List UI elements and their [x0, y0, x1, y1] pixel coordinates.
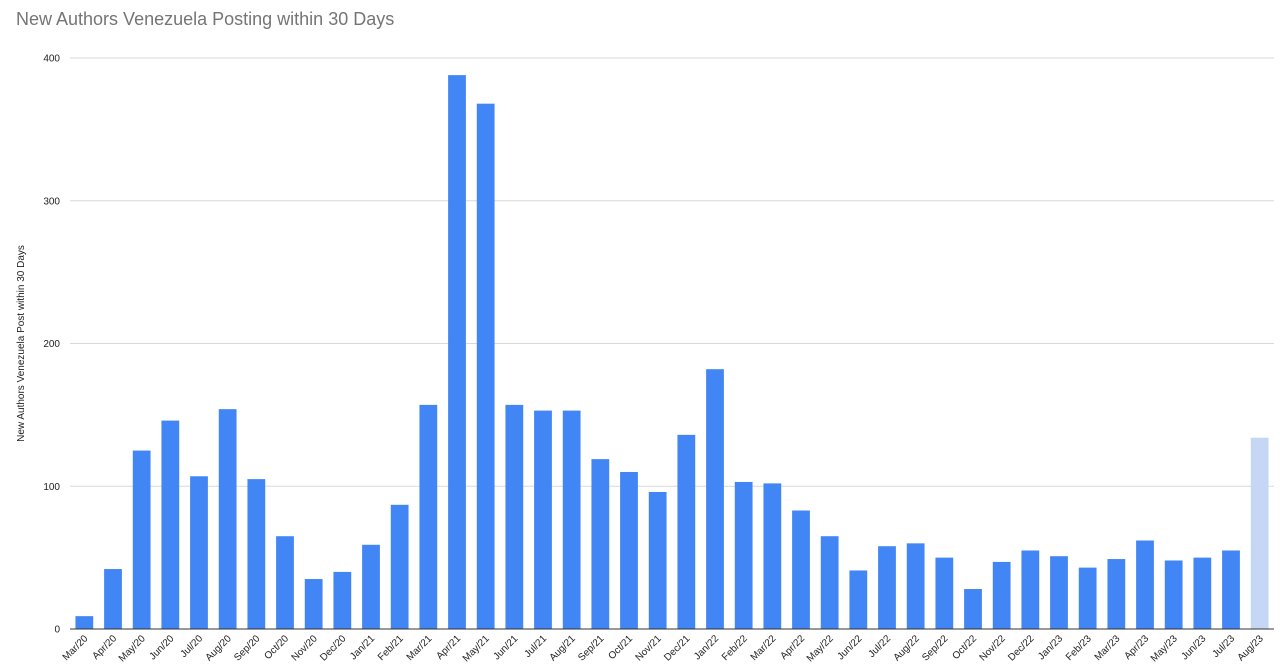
x-tick-label: Apr/23: [1123, 633, 1152, 662]
bar-mar-23: [1107, 559, 1126, 629]
x-tick-label: Jul/21: [522, 633, 549, 660]
x-tick-label: Mar/23: [1093, 633, 1123, 663]
bar-may-20: [132, 450, 151, 629]
x-tick-label: Oct/20: [263, 633, 292, 662]
y-axis-ticks: 0 100 200 300 400: [43, 54, 60, 636]
bar-apr-20: [104, 569, 122, 629]
x-tick-label: Feb/23: [1064, 633, 1094, 663]
bar-dec-20: [333, 571, 352, 629]
y-tick-label: 100: [43, 482, 60, 493]
x-tick-label: Jan/22: [692, 633, 721, 662]
x-tick-label: Jul/23: [1210, 633, 1237, 660]
x-tick-label: Oct/21: [607, 633, 636, 662]
x-tick-label: Oct/22: [951, 633, 980, 662]
bar-jan-22: [706, 369, 724, 629]
x-tick-label: Nov/21: [634, 633, 664, 663]
bar-oct-22: [964, 589, 982, 629]
x-tick-label: Feb/21: [376, 633, 406, 663]
x-tick-label: Aug/21: [548, 633, 578, 663]
bar-jun-22: [849, 570, 868, 629]
x-tick-label: May/20: [117, 633, 148, 664]
x-tick-label: Mar/21: [405, 633, 435, 663]
bar-dec-21: [677, 434, 696, 629]
bars: [75, 75, 1269, 630]
bar-jul-23: [1222, 550, 1240, 629]
x-tick-label: Dec/21: [662, 633, 692, 663]
bar-mar-22: [763, 483, 782, 629]
bar-dec-22: [1021, 550, 1040, 629]
bar-jan-21: [362, 544, 380, 629]
x-tick-label: Dec/20: [318, 633, 348, 663]
bar-sep-22: [935, 557, 954, 629]
x-tick-label: Aug/20: [204, 633, 234, 663]
x-tick-label: Jul/22: [866, 633, 893, 660]
x-tick-label: Jan/23: [1036, 633, 1065, 662]
x-tick-label: Aug/23: [1236, 633, 1266, 663]
y-axis-label: New Authors Venezuela Post within 30 Day…: [16, 245, 27, 442]
bar-aug-20: [218, 409, 237, 629]
x-tick-label: Dec/22: [1006, 633, 1036, 663]
x-tick-label: Sep/22: [920, 633, 950, 663]
grid-lines: [70, 57, 1274, 487]
x-tick-label: Mar/22: [749, 633, 779, 663]
x-tick-label: Jun/21: [491, 633, 520, 662]
bar-nov-21: [648, 491, 667, 629]
x-tick-label: Jun/23: [1179, 633, 1208, 662]
x-tick-label: May/23: [1149, 633, 1180, 664]
x-tick-label: Jun/22: [835, 633, 864, 662]
chart-title: New Authors Venezuela Posting within 30 …: [16, 9, 395, 29]
x-tick-label: Sep/21: [576, 633, 606, 663]
x-tick-label: Nov/20: [290, 633, 320, 663]
y-tick-label: 0: [54, 625, 60, 636]
x-tick-label: Feb/22: [720, 633, 750, 663]
x-tick-label: Apr/21: [435, 633, 464, 662]
bar-feb-22: [734, 481, 753, 629]
bar-oct-20: [276, 536, 294, 629]
bar-aug-21: [562, 410, 581, 629]
bar-jan-23: [1050, 556, 1068, 629]
x-tick-label: Apr/22: [779, 633, 808, 662]
bar-oct-21: [620, 471, 638, 629]
bar-apr-23: [1136, 540, 1154, 629]
x-tick-label: Sep/20: [232, 633, 262, 663]
x-tick-label: Jan/21: [348, 633, 377, 662]
bar-nov-22: [992, 561, 1011, 629]
bar-mar-20: [75, 616, 94, 629]
bar-apr-22: [792, 510, 810, 629]
x-tick-label: Jul/20: [178, 633, 205, 660]
bar-may-22: [820, 536, 839, 629]
bar-jun-23: [1193, 557, 1212, 629]
bar-jul-22: [878, 546, 896, 629]
y-tick-label: 400: [43, 54, 60, 65]
bar-feb-21: [390, 504, 409, 629]
x-tick-label: May/21: [461, 633, 492, 664]
x-tick-label: Aug/22: [892, 633, 922, 663]
bar-aug-22: [906, 543, 925, 629]
y-tick-label: 300: [43, 196, 60, 207]
x-tick-label: Apr/20: [91, 633, 120, 662]
bar-aug-23: [1250, 437, 1269, 629]
bar-jun-21: [505, 404, 524, 629]
x-tick-label: May/22: [805, 633, 836, 664]
x-tick-label: Mar/20: [61, 633, 91, 663]
bar-mar-21: [419, 404, 438, 629]
bar-nov-20: [304, 579, 323, 629]
x-tick-label: Jun/20: [147, 633, 176, 662]
bar-jul-21: [534, 410, 552, 629]
x-tick-label: Nov/22: [978, 633, 1008, 663]
y-tick-label: 200: [43, 339, 60, 350]
bar-sep-21: [591, 459, 610, 629]
bar-may-23: [1164, 560, 1183, 629]
bar-jul-20: [190, 476, 208, 629]
bar-feb-23: [1078, 567, 1097, 629]
bar-sep-20: [247, 479, 266, 629]
bar-apr-21: [448, 75, 466, 629]
bar-jun-20: [161, 420, 180, 629]
bar-may-21: [476, 103, 495, 630]
